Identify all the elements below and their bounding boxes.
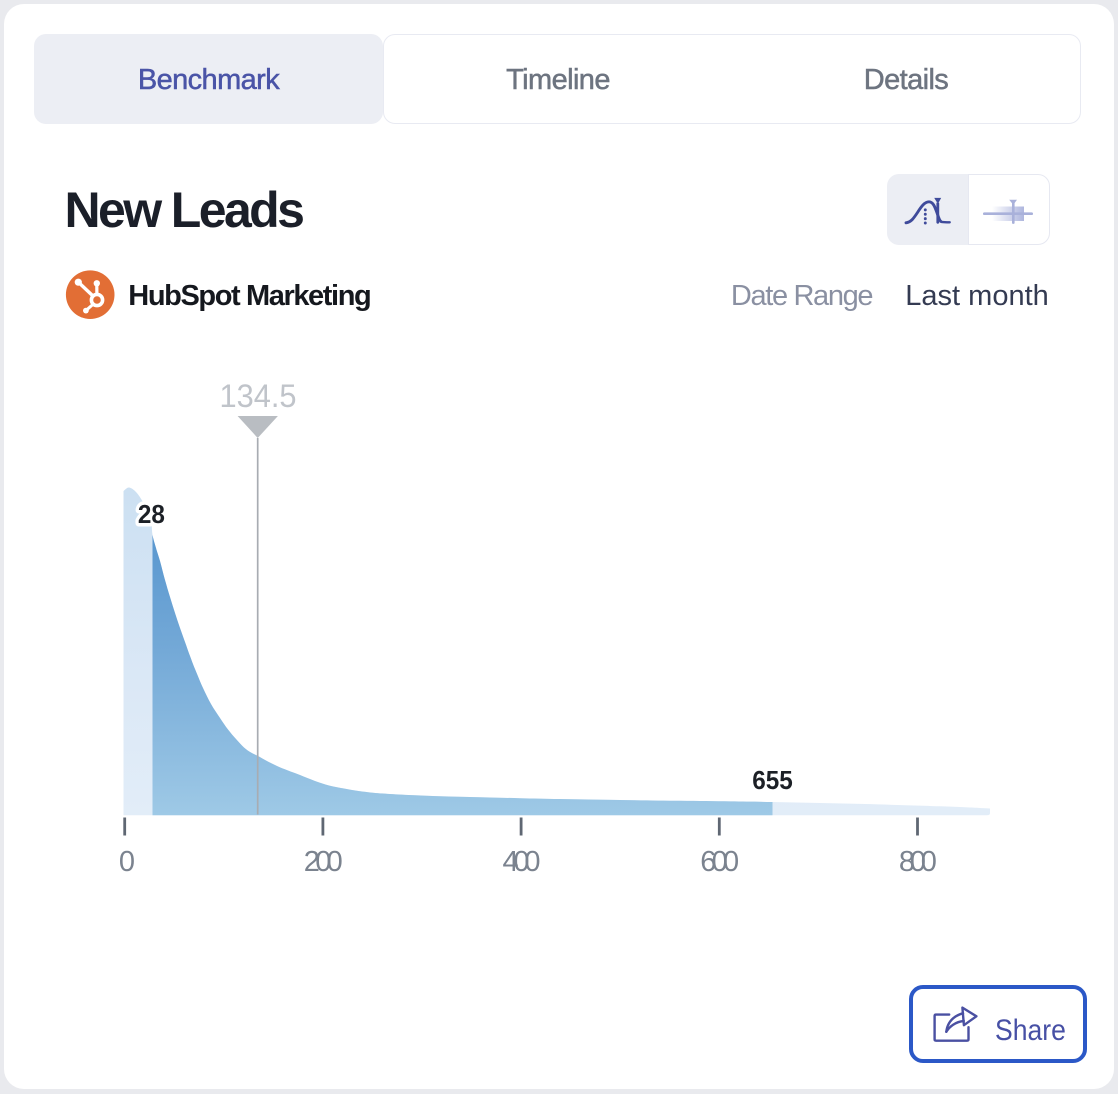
svg-text:800: 800 — [899, 846, 937, 878]
svg-text:400: 400 — [503, 846, 541, 878]
svg-text:655: 655 — [752, 765, 793, 795]
svg-text:200: 200 — [304, 846, 343, 878]
svg-text:0: 0 — [119, 846, 135, 878]
svg-text:600: 600 — [700, 846, 739, 878]
svg-text:134.5: 134.5 — [220, 378, 297, 414]
svg-text:28: 28 — [138, 499, 165, 529]
